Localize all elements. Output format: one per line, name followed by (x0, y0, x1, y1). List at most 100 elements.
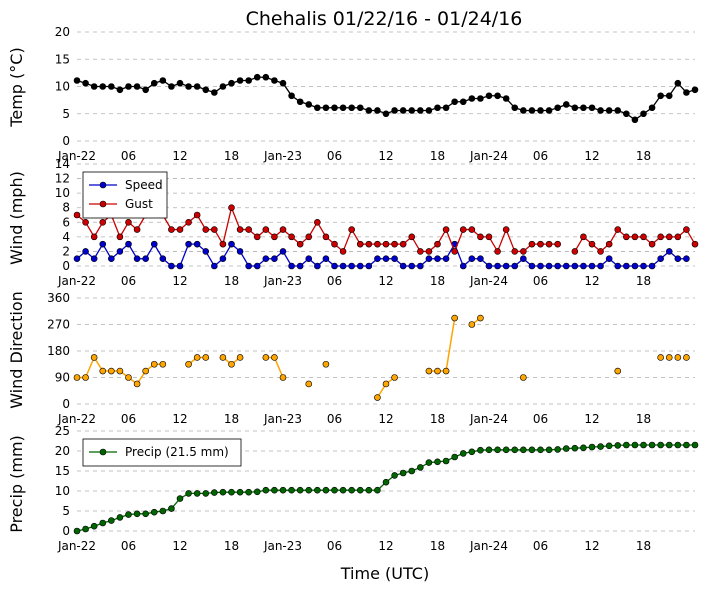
data-point (511, 262, 519, 270)
legend-marker (99, 448, 107, 456)
data-point (408, 107, 416, 114)
data-point (219, 488, 227, 496)
x-tick-label: 18 (430, 539, 445, 553)
data-point (90, 522, 98, 530)
data-point (468, 255, 476, 263)
data-point (228, 240, 235, 248)
data-point (571, 444, 579, 452)
data-point (193, 354, 201, 361)
data-point (408, 262, 416, 270)
data-point (382, 380, 390, 388)
data-point (322, 104, 330, 112)
x-tick-label: 12 (584, 539, 599, 553)
data-point (399, 107, 407, 114)
data-point (339, 262, 347, 270)
x-tick-label: 18 (430, 274, 445, 288)
data-point (142, 367, 149, 375)
data-point (562, 262, 570, 270)
data-point (279, 374, 287, 381)
data-point (296, 486, 304, 494)
data-point (623, 233, 630, 241)
data-point (537, 107, 544, 114)
x-tick-label: 06 (327, 539, 342, 553)
data-point (631, 233, 639, 241)
data-point (150, 79, 158, 87)
data-point (374, 107, 381, 114)
data-point (494, 92, 501, 100)
data-point (545, 446, 553, 454)
x-tick-label: 06 (533, 149, 548, 163)
data-point (271, 233, 278, 241)
data-point (468, 95, 476, 102)
data-point (425, 367, 433, 375)
x-tick-label: 12 (378, 149, 393, 163)
data-point (245, 77, 252, 84)
data-point (82, 218, 89, 226)
x-tick-label: 12 (172, 412, 187, 426)
data-point (391, 107, 398, 114)
data-point (365, 486, 373, 494)
data-point (459, 226, 467, 233)
data-point (314, 262, 321, 270)
x-tick-label: Jan-23 (263, 539, 302, 553)
data-point (150, 508, 158, 516)
data-point (262, 226, 270, 233)
data-point (202, 490, 210, 497)
data-point (142, 255, 149, 263)
data-point (348, 486, 355, 494)
data-point (580, 444, 587, 452)
x-tick-label: Jan-22 (57, 539, 96, 553)
series-line (574, 228, 696, 253)
panel-3: 0 5 10 15 20 25 Jan-22 06 12 18 Jan-23 06 12 18 Jan-24… (7, 424, 699, 553)
data-point (674, 79, 682, 87)
data-point (168, 262, 175, 270)
data-point (477, 314, 484, 322)
data-point (322, 360, 330, 368)
data-point (219, 240, 227, 248)
data-point (468, 448, 476, 456)
chart-title: Chehalis 01/22/16 - 01/24/16 (246, 8, 523, 30)
data-point (90, 83, 98, 90)
data-point (382, 478, 390, 486)
data-point (425, 107, 433, 114)
data-point (391, 472, 398, 479)
data-point (133, 380, 141, 388)
data-point (648, 104, 656, 112)
data-point (262, 73, 270, 81)
data-point (82, 525, 89, 533)
data-point (571, 104, 579, 112)
legend-label: Precip (21.5 mm) (125, 445, 229, 459)
data-point (202, 248, 210, 255)
legend-marker (99, 181, 107, 189)
data-point (374, 394, 381, 401)
data-point (90, 354, 98, 361)
data-point (580, 104, 587, 112)
data-point (442, 226, 450, 233)
data-point (571, 262, 579, 270)
data-point (73, 527, 81, 535)
data-point (288, 262, 295, 270)
data-point (520, 374, 527, 381)
data-point (356, 240, 364, 248)
data-point (322, 255, 330, 263)
data-point (605, 255, 613, 263)
data-point (417, 107, 424, 114)
data-point (348, 262, 355, 270)
data-point (305, 233, 313, 241)
data-point (253, 233, 261, 241)
x-tick-label: 12 (378, 274, 393, 288)
data-point (159, 360, 167, 368)
data-point (82, 248, 89, 255)
data-point (219, 255, 227, 263)
x-tick-label: 18 (636, 149, 651, 163)
data-point (571, 248, 579, 255)
data-point (108, 517, 115, 524)
data-point (459, 262, 467, 270)
data-point (365, 240, 373, 248)
x-tick-label: 18 (636, 412, 651, 426)
legend-box (82, 171, 168, 219)
data-point (657, 354, 664, 361)
data-point (314, 486, 321, 494)
data-point (623, 441, 630, 449)
